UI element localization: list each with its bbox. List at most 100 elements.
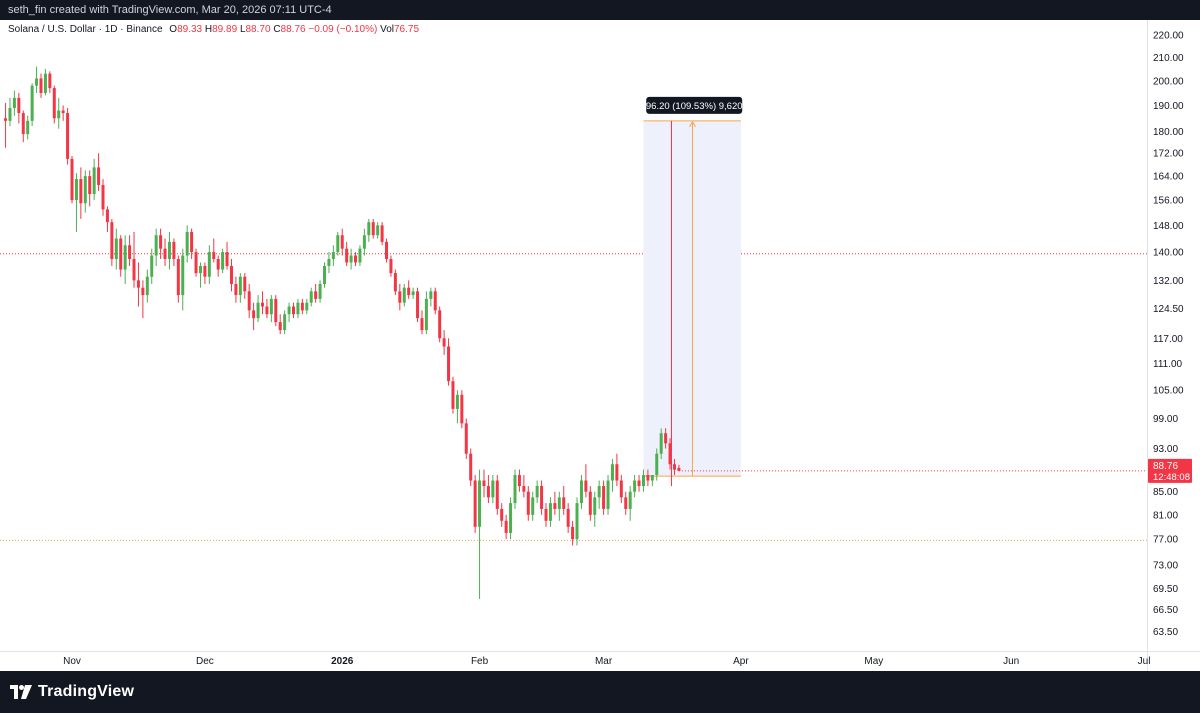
candle[interactable] [504, 514, 508, 540]
candle[interactable] [535, 480, 539, 504]
candle[interactable] [314, 283, 318, 303]
candle[interactable] [486, 475, 490, 504]
candle[interactable] [460, 390, 464, 429]
candle[interactable] [602, 480, 606, 515]
candle[interactable] [57, 97, 61, 129]
candle[interactable] [579, 475, 583, 509]
candle[interactable] [17, 92, 21, 124]
candle[interactable] [411, 287, 415, 299]
candle[interactable] [469, 448, 473, 487]
candle[interactable] [668, 438, 672, 470]
candle[interactable] [584, 464, 588, 498]
candle[interactable] [619, 475, 623, 504]
candle[interactable] [354, 252, 358, 266]
candle[interactable] [8, 97, 12, 127]
candle[interactable] [553, 491, 557, 515]
candle[interactable] [221, 248, 225, 274]
candle[interactable] [531, 491, 535, 521]
candle[interactable] [610, 458, 614, 492]
tradingview-brand[interactable]: TradingView [10, 683, 134, 701]
candle[interactable] [575, 497, 579, 546]
candle[interactable] [292, 302, 295, 319]
candle[interactable] [185, 225, 189, 263]
candle[interactable] [646, 469, 650, 487]
candle[interactable] [296, 298, 300, 319]
candle[interactable] [478, 469, 482, 599]
candle[interactable] [110, 218, 114, 266]
candle[interactable] [327, 252, 331, 274]
candle[interactable] [650, 475, 654, 487]
candle[interactable] [123, 235, 127, 284]
candle[interactable] [132, 231, 136, 288]
candle[interactable] [159, 228, 163, 259]
candle[interactable] [380, 222, 384, 246]
candle[interactable] [345, 241, 349, 266]
candle[interactable] [517, 469, 521, 492]
candle[interactable] [566, 503, 570, 533]
candle[interactable] [225, 241, 229, 270]
candle[interactable] [190, 228, 194, 259]
candle[interactable] [74, 173, 78, 232]
candle[interactable] [12, 90, 16, 116]
candle[interactable] [464, 418, 468, 459]
candle[interactable] [145, 269, 149, 303]
candle[interactable] [287, 302, 291, 323]
candle[interactable] [141, 280, 145, 319]
candle[interactable] [97, 153, 101, 191]
candle[interactable] [309, 287, 313, 307]
candle[interactable] [393, 269, 397, 296]
candle[interactable] [424, 291, 428, 335]
candle[interactable] [509, 497, 513, 540]
candle[interactable] [548, 497, 552, 527]
candle[interactable] [571, 520, 575, 546]
candle[interactable] [21, 110, 25, 143]
candle[interactable] [300, 298, 304, 315]
candle[interactable] [234, 276, 238, 303]
candle[interactable] [35, 66, 39, 93]
candle[interactable] [416, 287, 420, 323]
candle[interactable] [597, 480, 601, 509]
candle[interactable] [371, 218, 375, 239]
candle[interactable] [198, 262, 202, 288]
candle[interactable] [557, 491, 561, 521]
candle[interactable] [442, 330, 446, 355]
candle[interactable] [513, 469, 517, 509]
candle[interactable] [455, 390, 459, 424]
candle[interactable] [491, 475, 495, 504]
candle[interactable] [664, 428, 668, 449]
candle[interactable] [624, 491, 628, 515]
candle[interactable] [389, 255, 393, 277]
candle[interactable] [30, 83, 34, 127]
candle[interactable] [447, 338, 451, 386]
candle[interactable] [672, 458, 676, 476]
candle[interactable] [433, 287, 437, 315]
candle[interactable] [283, 310, 287, 335]
candle[interactable] [4, 102, 8, 148]
candle[interactable] [167, 231, 171, 270]
candle[interactable] [154, 228, 158, 266]
candle[interactable] [70, 156, 74, 204]
candle[interactable] [398, 283, 402, 311]
candle[interactable] [247, 283, 251, 319]
candle[interactable] [358, 245, 362, 266]
candle[interactable] [544, 503, 548, 527]
candle[interactable] [163, 238, 167, 266]
candle[interactable] [376, 222, 380, 239]
candle[interactable] [407, 280, 411, 299]
candle[interactable] [83, 170, 87, 213]
candle[interactable] [212, 238, 216, 263]
candle[interactable] [677, 464, 681, 472]
candle[interactable] [238, 273, 242, 303]
candle[interactable] [114, 228, 118, 270]
candle[interactable] [181, 248, 185, 311]
candle[interactable] [79, 167, 83, 219]
candle[interactable] [641, 469, 645, 492]
candle[interactable] [526, 486, 530, 521]
candle[interactable] [88, 170, 92, 207]
candle[interactable] [659, 428, 663, 459]
candle[interactable] [150, 248, 154, 284]
candle[interactable] [48, 71, 52, 93]
candle[interactable] [500, 503, 504, 527]
candle[interactable] [136, 262, 140, 307]
candle[interactable] [216, 255, 220, 277]
